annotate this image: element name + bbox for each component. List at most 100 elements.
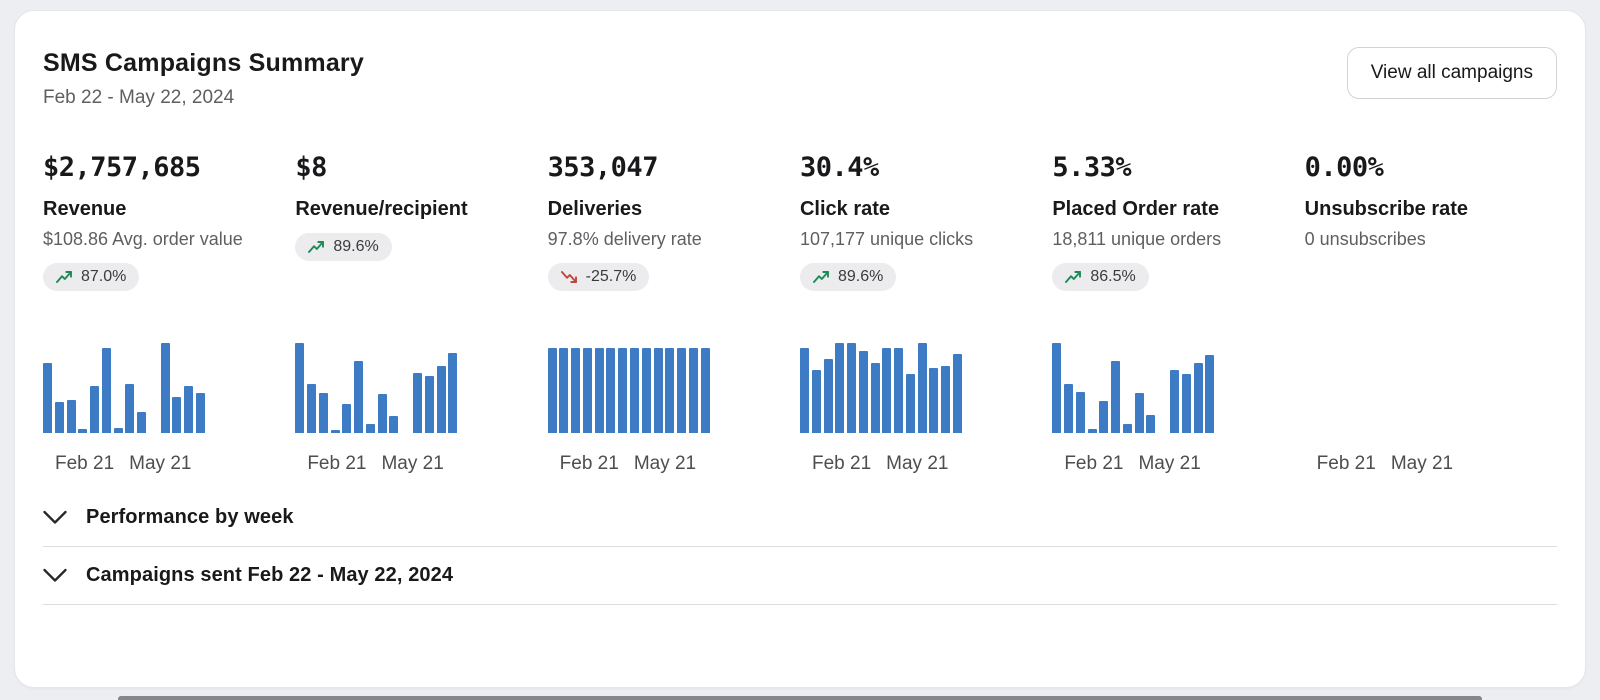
trend-up-icon	[813, 271, 829, 283]
sparkline-bar	[1111, 361, 1121, 433]
sparkline-chart	[295, 343, 458, 433]
trend-up-icon	[56, 271, 72, 283]
metric-subtext: $108.86 Avg. order value	[43, 229, 243, 249]
sparkline-axis: Feb 21 May 21	[295, 453, 465, 475]
axis-start-label: Feb 21	[1316, 453, 1376, 474]
metric-subtext: 0 unsubscribes	[1304, 229, 1426, 249]
sparkline-bar	[377, 394, 387, 433]
sparkline-bar	[342, 404, 352, 433]
section-performance-by-week[interactable]: Performance by week	[43, 489, 1557, 546]
sparkline-axis: Feb 21 May 21	[1052, 453, 1222, 475]
metric-label: Revenue	[43, 198, 127, 220]
sparkline-bar	[688, 347, 698, 433]
sparkline-bar	[665, 347, 675, 433]
sparkline-bar	[195, 392, 205, 433]
trend-up-icon	[308, 241, 325, 253]
sparkline-bar	[330, 430, 340, 433]
trend-badge: 89.6%	[295, 233, 392, 261]
sparkline-bar	[547, 347, 557, 433]
sparkline-bar	[799, 347, 809, 433]
trend-value: 89.6%	[333, 238, 379, 255]
trend-value: 86.5%	[1090, 268, 1136, 285]
sparkline-bar	[905, 373, 915, 433]
section-campaigns-sent[interactable]: Campaigns sent Feb 22 - May 22, 2024	[43, 547, 1557, 604]
sparkline-bar	[677, 347, 687, 433]
view-all-campaigns-button[interactable]: View all campaigns	[1346, 47, 1557, 99]
page-title: SMS Campaigns Summary	[43, 49, 364, 77]
sparkline-bar	[436, 366, 446, 433]
sparkline-bar	[389, 415, 399, 433]
trend-value: 89.6%	[837, 268, 884, 285]
sparkline-bar	[571, 347, 581, 433]
metric-label: Click rate	[799, 198, 891, 220]
sparkline-bar	[941, 365, 951, 433]
sparkline-bar	[823, 359, 833, 433]
axis-start-label: Feb 21	[811, 453, 872, 474]
trend-badge: -25.7%	[547, 263, 650, 291]
sparkline-bar	[172, 397, 182, 433]
sparkline-bar	[559, 347, 569, 433]
card-header: SMS Campaigns Summary Feb 22 - May 22, 2…	[43, 47, 1557, 111]
axis-end-label: May 21	[129, 453, 192, 474]
trend-value: 87.0%	[81, 268, 127, 285]
sparkline-bar	[54, 401, 64, 433]
sparkline-bar	[101, 347, 111, 433]
sparkline-chart	[1305, 343, 1467, 433]
sparkline-bar	[412, 372, 422, 433]
sparkline-bar	[858, 351, 868, 433]
collapsible-sections: Performance by week Campaigns sent Feb 2…	[43, 489, 1557, 605]
sparkline-bar	[1193, 362, 1203, 433]
header-titles: SMS Campaigns Summary Feb 22 - May 22, 2…	[43, 47, 364, 111]
sparkline-bar	[929, 368, 939, 433]
metric-deliveries: 353,047 Deliveries 97.8% delivery rate -…	[547, 153, 800, 475]
sparkline-bar	[641, 347, 651, 433]
trend-value: -25.7%	[585, 268, 637, 285]
sparkline-bar	[835, 343, 845, 433]
metric-subtext: 97.8% delivery rate	[547, 229, 702, 249]
metric-value: $2,757,685	[43, 152, 201, 183]
chevron-down-icon[interactable]	[43, 568, 67, 583]
metric-subtext: 107,177 unique clicks	[799, 229, 974, 249]
trend-badge: 86.5%	[1052, 263, 1149, 291]
trend-badge: 89.6%	[799, 263, 897, 291]
metrics-grid: $2,757,685 Revenue $108.86 Avg. order va…	[43, 153, 1557, 475]
metric-value: 30.4%	[799, 152, 879, 183]
axis-start-label: Feb 21	[55, 453, 115, 474]
metric-unsubscribe-rate: 0.00% Unsubscribe rate 0 unsubscribes Fe…	[1305, 153, 1557, 475]
sparkline-bar	[952, 353, 962, 433]
metric-label: Deliveries	[547, 198, 643, 220]
sparkline-bar	[307, 383, 317, 433]
divider	[43, 546, 1557, 547]
date-range: Feb 22 - May 22, 2024	[43, 87, 235, 108]
sparkline-bar	[1087, 429, 1097, 433]
metric-subtext: 18,811 unique orders	[1052, 229, 1222, 249]
sparkline-bar	[1122, 424, 1132, 433]
sparkline-chart	[1052, 343, 1215, 433]
metric-value: 5.33%	[1052, 152, 1132, 183]
metric-value: 0.00%	[1304, 152, 1384, 183]
sparkline-bar	[1146, 415, 1156, 433]
chevron-down-icon[interactable]	[43, 510, 67, 525]
axis-start-label: Feb 21	[307, 453, 367, 474]
metric-placed-order-rate: 5.33% Placed Order rate 18,811 unique or…	[1052, 153, 1304, 475]
sparkline-bar	[113, 427, 123, 433]
sparkline-axis: Feb 21 May 21	[43, 453, 213, 475]
sparkline-bar	[582, 347, 592, 433]
axis-start-label: Feb 21	[559, 453, 619, 474]
axis-end-label: May 21	[886, 453, 949, 474]
divider	[43, 604, 1557, 605]
axis-start-label: Feb 21	[1064, 453, 1124, 474]
sparkline-bar	[882, 347, 892, 433]
sparkline-bar	[630, 347, 640, 433]
sparkline-bar	[653, 347, 663, 433]
sparkline-bar	[870, 362, 880, 433]
sparkline-chart	[43, 343, 205, 433]
sparkline-bar	[1205, 354, 1215, 433]
metric-revenue: $2,757,685 Revenue $108.86 Avg. order va…	[43, 153, 295, 475]
horizontal-scrollbar[interactable]	[118, 696, 1482, 700]
sparkline-bar	[594, 347, 604, 433]
sparkline-bar	[1099, 400, 1109, 433]
sparkline-bar	[424, 376, 434, 433]
sparkline-bar	[917, 343, 927, 433]
sparkline-bar	[618, 347, 628, 433]
